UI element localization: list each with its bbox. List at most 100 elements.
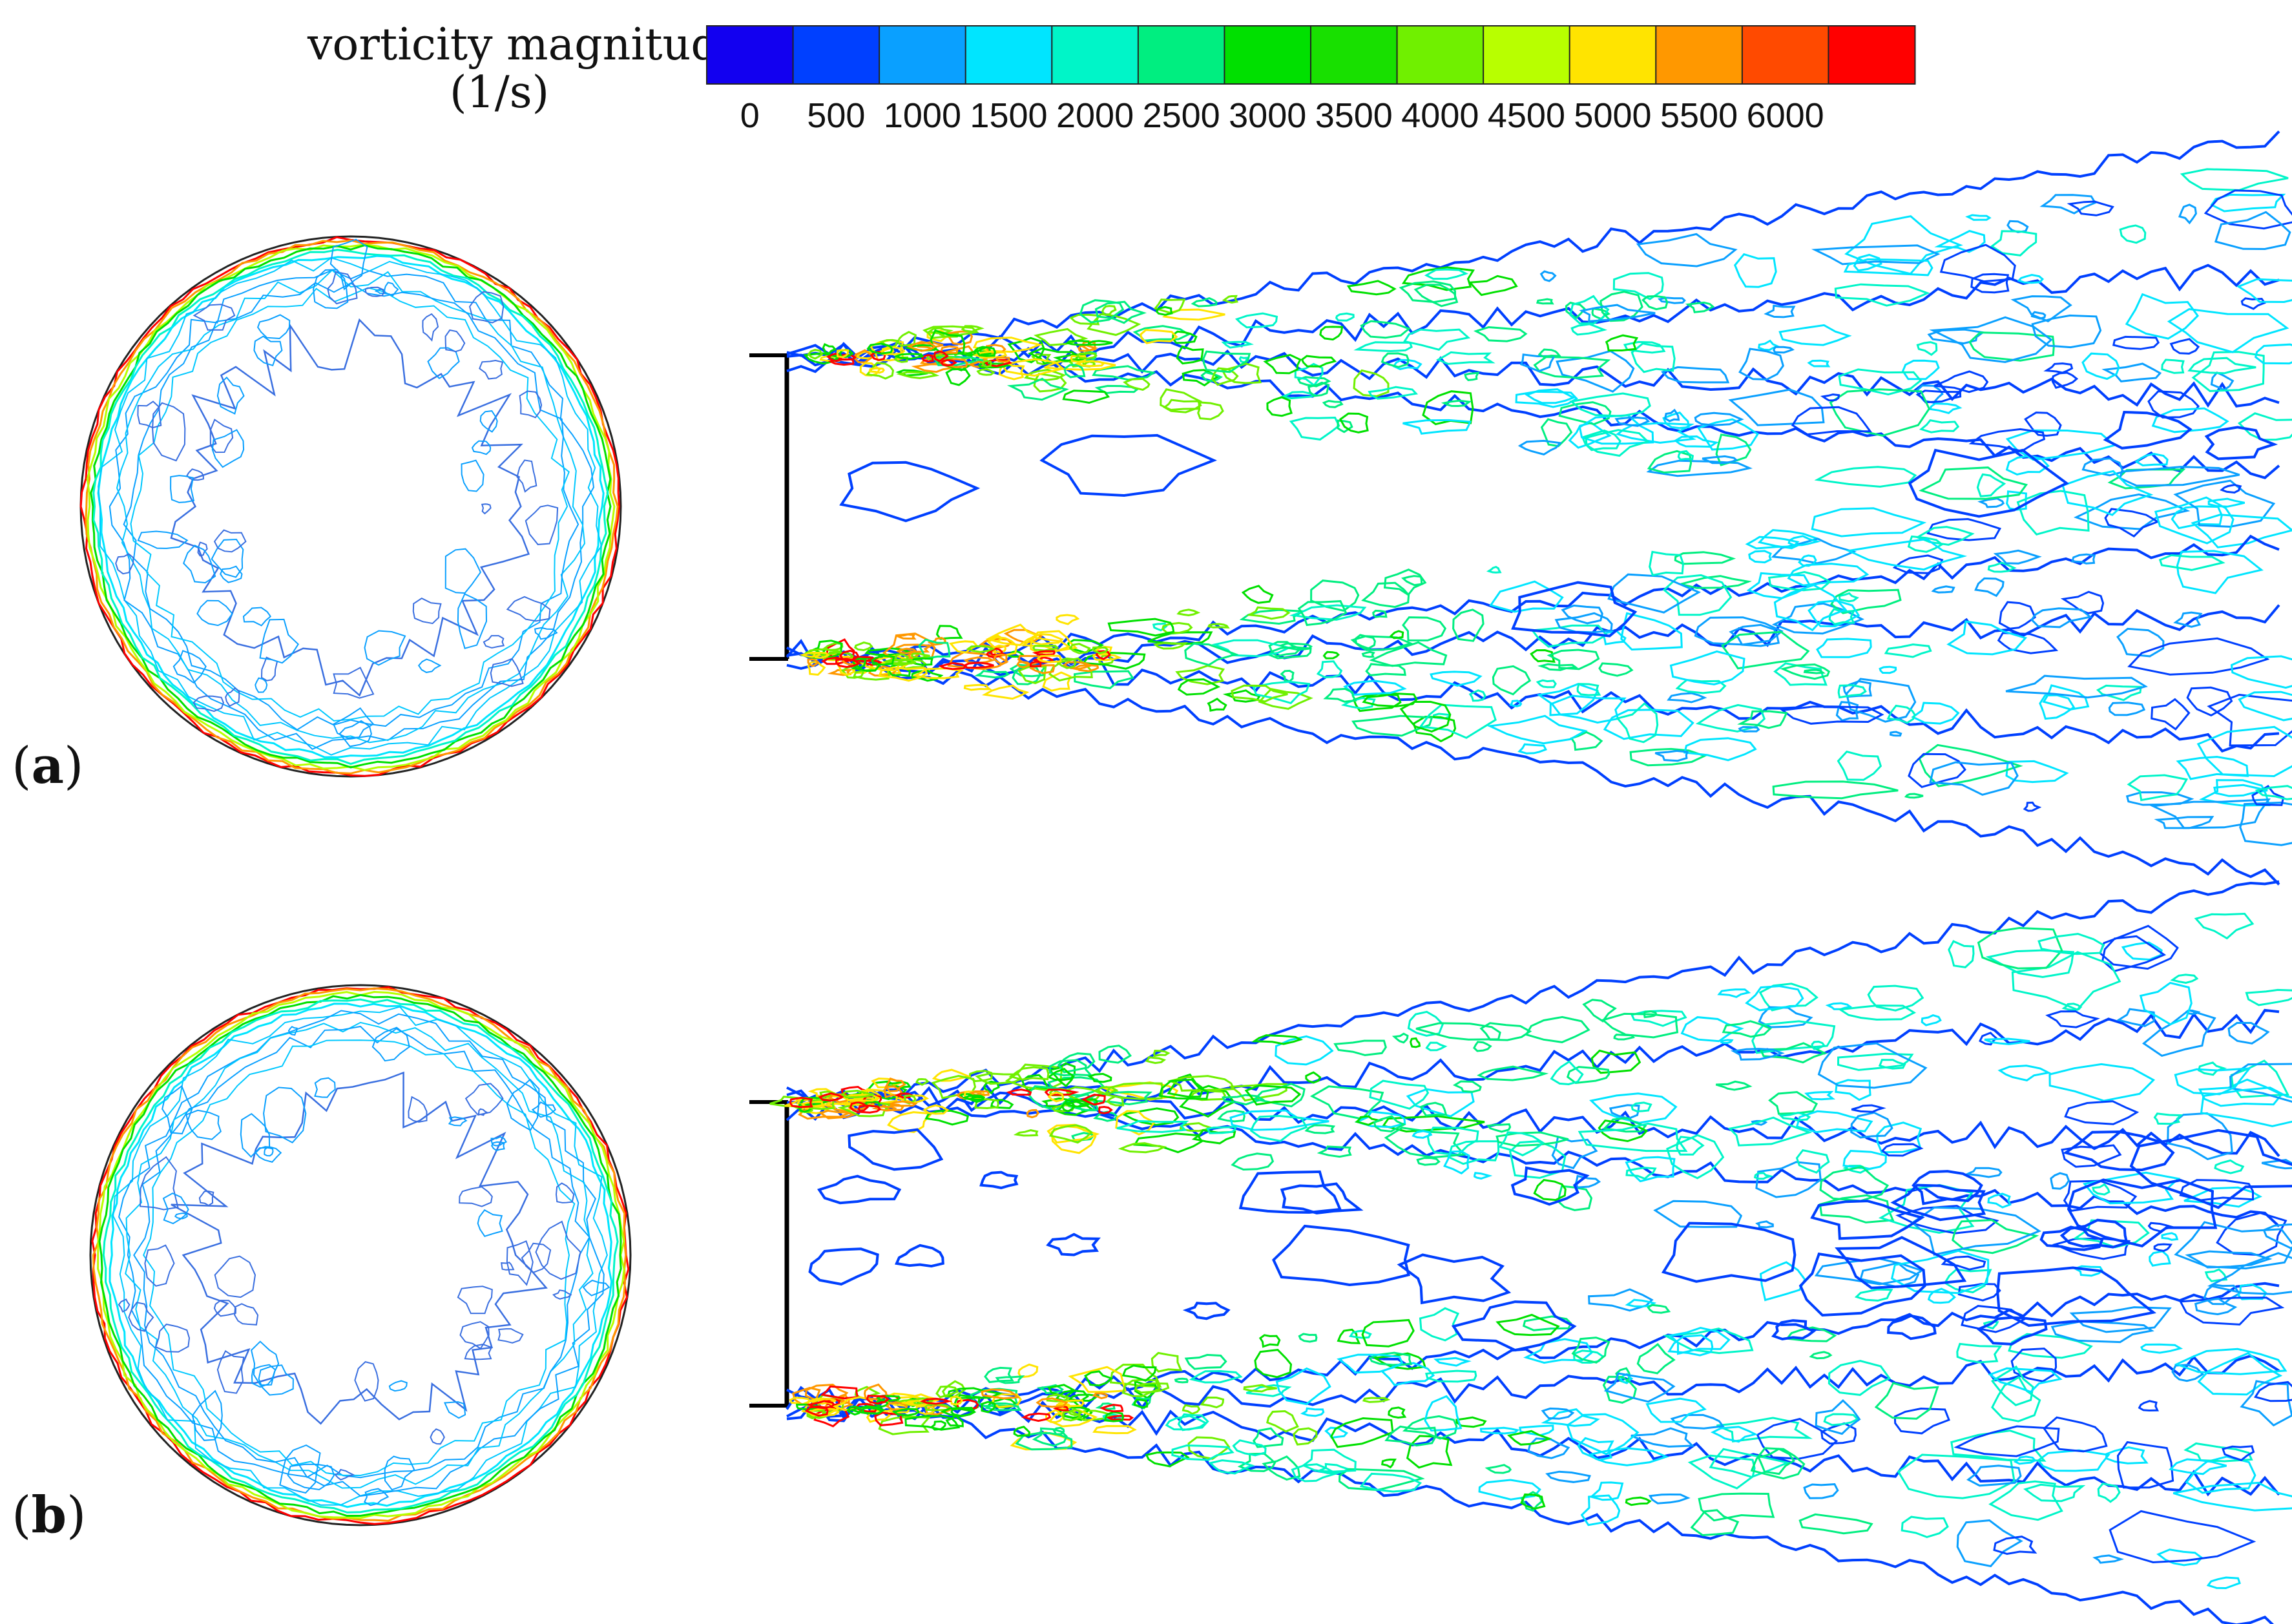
vorticity-contour-blob	[2167, 1112, 2233, 1161]
vorticity-contour-blob	[1254, 1349, 1293, 1379]
vorticity-contour-blob	[904, 1415, 961, 1431]
vorticity-contour-blob	[2127, 637, 2270, 676]
vorticity-contour-blob	[1239, 609, 1306, 625]
vorticity-contour-blob	[947, 651, 1009, 671]
vorticity-contour-core	[981, 1400, 996, 1413]
vorticity-contour-blob	[1523, 1338, 1593, 1364]
vorticity-contour-blob	[939, 332, 959, 338]
core-region-contour	[1238, 1170, 1342, 1214]
colorbar	[706, 25, 1916, 85]
vorticity-contour-blob	[1690, 1509, 1740, 1537]
vorticity-contour-blob	[1435, 351, 1495, 365]
vorticity-contour-blob	[1424, 268, 1469, 280]
vorticity-contour-blob	[1948, 940, 1975, 968]
vorticity-contour-blob	[915, 1077, 930, 1086]
core-region-contour	[1835, 1236, 1967, 1289]
vorticity-contour-blob	[1419, 703, 1497, 739]
vorticity-contour-blob	[807, 660, 826, 676]
vorticity-contour-blob	[1279, 642, 1313, 651]
vorticity-contour-blob	[2236, 278, 2292, 304]
vorticity-contour-blob	[2082, 1171, 2181, 1205]
vorticity-contour-blob	[1495, 1313, 1560, 1337]
vorticity-contour-blob	[1266, 1410, 1299, 1433]
vorticity-contour-blob	[2210, 371, 2235, 391]
circle-contour-blob	[490, 1136, 507, 1147]
vorticity-contour-blob	[1997, 1065, 2052, 1082]
circle-contour-ring	[98, 994, 622, 1517]
vorticity-contour-core	[968, 1090, 990, 1096]
vorticity-contour-blob	[1807, 359, 1831, 368]
circle-contour-blob	[144, 1244, 175, 1287]
vorticity-contour-blob	[1574, 1174, 1601, 1189]
vorticity-contour-blob	[868, 367, 885, 374]
vorticity-contour-blob	[1519, 1424, 1554, 1437]
vorticity-contour-blob	[1965, 214, 1992, 221]
vorticity-contour-blob	[1601, 1012, 1679, 1039]
vorticity-contour-blob	[1910, 1206, 2041, 1256]
vorticity-contour-blob	[2239, 801, 2292, 846]
vorticity-contour-blob	[976, 368, 995, 376]
vorticity-contour-core	[1069, 643, 1091, 654]
circle-contour-blob	[371, 1026, 410, 1062]
vorticity-contour-blob	[2097, 1483, 2121, 1503]
vorticity-contour-blob	[1835, 701, 1859, 722]
vorticity-contour-blob	[1176, 345, 1204, 365]
vorticity-contour-blob	[1876, 1121, 1922, 1154]
vorticity-contour-blob	[1177, 678, 1221, 696]
vorticity-contour-blob	[963, 683, 993, 691]
vorticity-contour-blob	[1773, 584, 1848, 632]
vorticity-contour-core	[1057, 1399, 1085, 1408]
vorticity-contour-blob	[1889, 731, 1902, 737]
circle-contour-blob	[388, 1380, 408, 1392]
circle-contour-blob	[461, 459, 484, 492]
vorticity-contour-blob	[2010, 295, 2072, 323]
vorticity-contour-blob	[2167, 307, 2289, 353]
vorticity-contour-blob	[1013, 1426, 1031, 1437]
shear-layer-inner-contour	[786, 604, 2280, 674]
circle-contour-blob	[259, 618, 299, 664]
vorticity-contour-blob	[1590, 1049, 1641, 1074]
vorticity-contour-blob	[1317, 1145, 1352, 1158]
vorticity-contour-blob	[1539, 270, 1557, 282]
circle-contour-blob	[525, 505, 559, 545]
vorticity-contour-blob	[1957, 1282, 2001, 1302]
legend-title-line2: (1/s)	[450, 67, 550, 118]
vorticity-contour-blob	[1768, 1090, 1818, 1115]
vorticity-contour-blob	[1854, 1288, 1893, 1302]
vorticity-contour-blob	[1258, 1334, 1281, 1348]
circle-contour-blob	[444, 1401, 466, 1419]
circle-contour-blob	[477, 1108, 488, 1116]
core-region-contour	[1890, 1183, 1986, 1222]
vorticity-contour-blob	[1419, 1101, 1448, 1117]
vorticity-contour-blob	[1275, 1367, 1331, 1406]
core-region-contour	[1810, 1200, 1925, 1240]
colorbar-tick-label: 2000	[1056, 96, 1134, 135]
circle-contour-blob	[174, 1212, 188, 1220]
vorticity-contour-blob	[2238, 691, 2292, 722]
vorticity-contour-blob	[1399, 700, 1452, 733]
vorticity-contour-blob	[1153, 298, 1186, 315]
vorticity-contour-blob	[1884, 643, 1932, 658]
vorticity-contour-blob	[1845, 537, 1968, 571]
vorticity-contour-blob	[1997, 632, 2059, 654]
vorticity-contour-blob	[879, 338, 900, 348]
vorticity-contour-blob	[1389, 630, 1404, 640]
vorticity-contour-blob	[2154, 496, 2235, 545]
vorticity-contour-blob	[1737, 710, 1788, 729]
vorticity-contour-blob	[2151, 698, 2191, 731]
vorticity-contour-blob	[1337, 1353, 1404, 1374]
vorticity-contour-blob	[1536, 683, 1599, 716]
vorticity-contour-blob	[1582, 999, 1617, 1023]
vorticity-contour-blob	[1780, 705, 1884, 725]
vorticity-contour-blob	[1280, 669, 1295, 683]
vorticity-contour-blob	[2081, 352, 2120, 380]
vorticity-contour-blob	[1152, 1049, 1171, 1057]
vorticity-contour-blob	[1246, 606, 1291, 620]
vorticity-contour-core	[839, 649, 859, 662]
vorticity-contour-blob	[1291, 1463, 1339, 1483]
vorticity-contour-blob	[1647, 450, 1693, 474]
vorticity-contour-blob	[2037, 933, 2105, 955]
vorticity-contour-blob	[1419, 1307, 1460, 1342]
vorticity-contour-blob	[1859, 1262, 1920, 1288]
vorticity-contour-blob	[1045, 1409, 1065, 1424]
